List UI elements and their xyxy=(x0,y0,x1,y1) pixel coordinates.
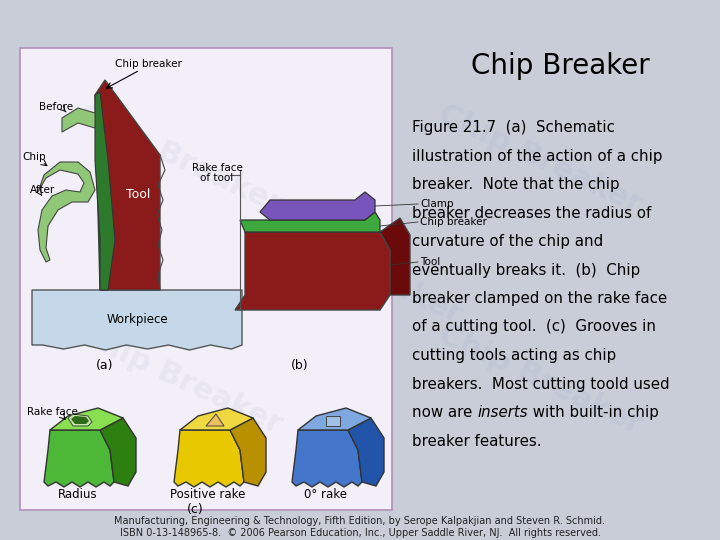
Text: Workpiece: Workpiece xyxy=(106,313,168,326)
Text: of tool: of tool xyxy=(200,173,233,183)
Polygon shape xyxy=(100,418,136,486)
Text: 0° rake: 0° rake xyxy=(305,489,348,502)
Text: Chip: Chip xyxy=(22,152,46,162)
Polygon shape xyxy=(71,416,89,424)
Text: Tool: Tool xyxy=(420,257,440,267)
Text: with built-in chip: with built-in chip xyxy=(528,405,659,420)
Polygon shape xyxy=(206,414,224,426)
Text: breaker features.: breaker features. xyxy=(412,434,541,449)
Polygon shape xyxy=(62,108,95,132)
Polygon shape xyxy=(230,418,266,486)
Polygon shape xyxy=(44,430,114,487)
Text: Chip Breaker: Chip Breaker xyxy=(253,210,467,330)
Polygon shape xyxy=(38,162,95,262)
Text: Manufacturing, Engineering & Technology, Fifth Edition, by Serope Kalpakjian and: Manufacturing, Engineering & Technology,… xyxy=(114,516,606,538)
Text: Chip Breaker: Chip Breaker xyxy=(73,100,287,220)
Polygon shape xyxy=(68,414,92,426)
Text: After: After xyxy=(30,185,55,195)
Polygon shape xyxy=(348,418,384,486)
Polygon shape xyxy=(32,290,242,350)
Bar xyxy=(20,48,392,510)
Text: Rake face: Rake face xyxy=(192,163,243,173)
Text: Chip breaker: Chip breaker xyxy=(420,217,487,227)
Text: Tool: Tool xyxy=(126,188,150,201)
Text: Chip Breaker: Chip Breaker xyxy=(471,52,649,80)
Polygon shape xyxy=(326,416,340,426)
Polygon shape xyxy=(240,212,380,232)
Text: Chip Breaker: Chip Breaker xyxy=(73,320,287,440)
Text: Chip breaker: Chip breaker xyxy=(114,59,181,69)
Text: Figure 21.7  (a)  Schematic: Figure 21.7 (a) Schematic xyxy=(412,120,615,135)
Text: (c): (c) xyxy=(186,503,203,516)
Text: curvature of the chip and: curvature of the chip and xyxy=(412,234,603,249)
Text: breaker clamped on the rake face: breaker clamped on the rake face xyxy=(412,291,667,306)
Text: (a): (a) xyxy=(96,359,114,372)
Polygon shape xyxy=(174,430,244,487)
Text: of a cutting tool.  (c)  Grooves in: of a cutting tool. (c) Grooves in xyxy=(412,320,656,334)
Text: Before: Before xyxy=(39,102,73,112)
Text: eventually breaks it.  (b)  Chip: eventually breaks it. (b) Chip xyxy=(412,262,640,278)
Text: (b): (b) xyxy=(291,359,309,372)
Text: breakers.  Most cutting toold used: breakers. Most cutting toold used xyxy=(412,376,670,392)
Polygon shape xyxy=(180,408,253,430)
Polygon shape xyxy=(380,218,410,295)
Polygon shape xyxy=(235,232,390,310)
Polygon shape xyxy=(50,408,123,430)
Polygon shape xyxy=(95,92,115,290)
Text: breaker decreases the radius of: breaker decreases the radius of xyxy=(412,206,652,220)
Text: now are: now are xyxy=(412,405,477,420)
Text: breaker.  Note that the chip: breaker. Note that the chip xyxy=(412,177,620,192)
Text: Chip Breaker: Chip Breaker xyxy=(433,320,647,440)
Polygon shape xyxy=(298,408,371,430)
Text: inserts: inserts xyxy=(477,405,528,420)
Text: Rake face: Rake face xyxy=(27,407,78,417)
Text: cutting tools acting as chip: cutting tools acting as chip xyxy=(412,348,616,363)
Polygon shape xyxy=(292,430,362,487)
Polygon shape xyxy=(260,192,375,220)
Text: Radius: Radius xyxy=(58,489,98,502)
Polygon shape xyxy=(95,80,160,290)
Text: Positive rake: Positive rake xyxy=(171,489,246,502)
Text: illustration of the action of a chip: illustration of the action of a chip xyxy=(412,148,662,164)
Text: Chip Breaker: Chip Breaker xyxy=(433,100,647,220)
Text: Clamp: Clamp xyxy=(420,199,454,209)
